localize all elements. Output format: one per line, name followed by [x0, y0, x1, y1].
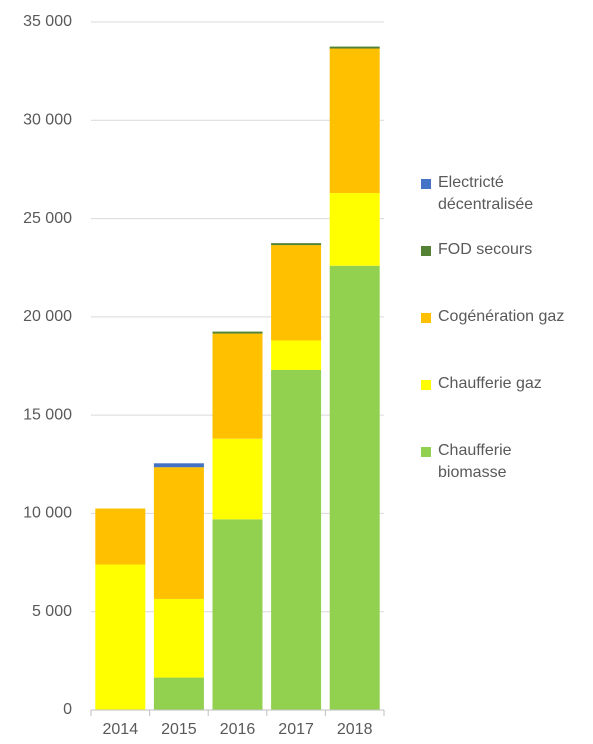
legend-label: Cogénération gaz	[438, 308, 565, 325]
legend-label: Chaufferie biomasse	[438, 442, 512, 481]
x-tick-label: 2014	[103, 721, 139, 738]
legend-swatch	[421, 380, 431, 390]
bar-segment	[212, 438, 263, 520]
bar-segment	[212, 331, 263, 334]
y-tick-label: 0	[63, 701, 72, 718]
legend-label: Chaufferie gaz	[438, 375, 542, 392]
x-tick-label: 2018	[337, 721, 373, 738]
bar-segment	[212, 519, 263, 710]
legend-item: Electricté décentralisée	[418, 172, 568, 239]
bar-segment	[153, 463, 204, 468]
y-tick-label: 30 000	[23, 112, 72, 129]
y-tick-label: 25 000	[23, 210, 72, 227]
bar-segment	[329, 193, 380, 266]
y-tick-label: 20 000	[23, 308, 72, 325]
y-tick-label: 15 000	[23, 406, 72, 423]
legend-item: FOD secours	[418, 239, 568, 306]
y-tick-label: 5 000	[32, 603, 72, 620]
bar-segment	[95, 508, 146, 565]
bar-segment	[271, 369, 322, 710]
bar-segment	[153, 467, 204, 599]
bar-segment	[271, 340, 322, 370]
bar-segment	[329, 48, 380, 194]
bar-segment	[153, 598, 204, 678]
y-tick-label: 10 000	[23, 505, 72, 522]
legend-item: Chaufferie gaz	[418, 373, 568, 440]
legend-item: Chaufferie biomasse	[418, 440, 568, 507]
legend-swatch	[421, 447, 431, 457]
x-tick-label: 2015	[161, 721, 197, 738]
bar-segment	[329, 265, 380, 710]
legend-swatch	[421, 179, 431, 189]
legend-label: Electricté décentralisée	[438, 174, 534, 213]
bar-segment	[329, 46, 380, 49]
y-tick-label: 35 000	[23, 13, 72, 30]
legend-swatch	[421, 313, 431, 323]
bar-segment	[95, 564, 146, 710]
legend-label: FOD secours	[438, 241, 533, 258]
x-tick-label: 2017	[278, 721, 314, 738]
legend-swatch	[421, 246, 431, 256]
bar-segment	[271, 243, 322, 246]
bar-segment	[271, 245, 322, 341]
bar-segment	[212, 333, 263, 439]
bar-segment	[153, 677, 204, 710]
legend: Electricté décentralisée FOD secours Cogén…	[418, 172, 568, 507]
x-tick-label: 2016	[220, 721, 256, 738]
legend-item: Cogénération gaz	[418, 306, 568, 373]
